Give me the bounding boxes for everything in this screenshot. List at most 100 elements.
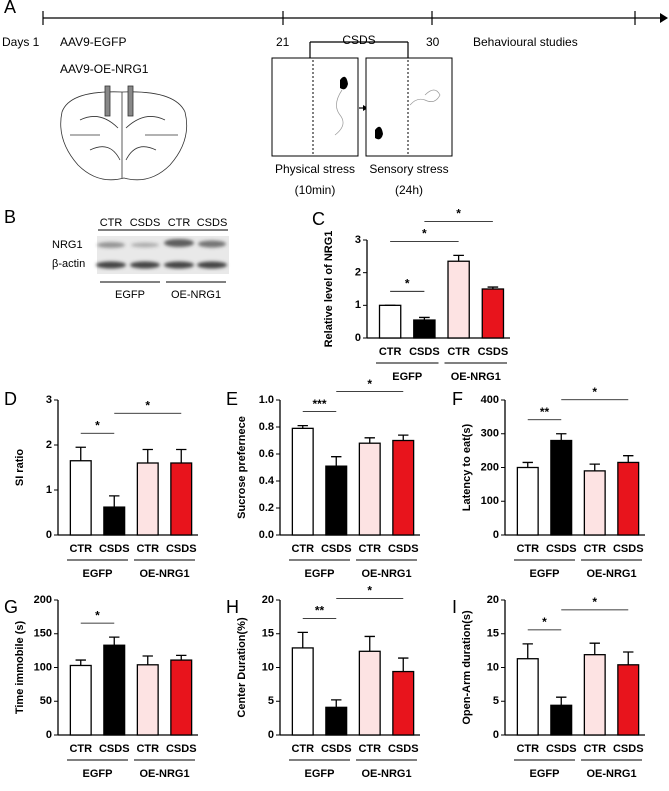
stress-name: Sensory stress <box>369 162 448 176</box>
significance-label: * <box>145 398 150 412</box>
x-tick-label: CTR <box>516 543 539 555</box>
group-label: OE-NRG1 <box>361 568 411 580</box>
timeline-arrow <box>660 13 668 23</box>
bar <box>170 462 193 536</box>
bar <box>136 462 159 536</box>
y-tick-label: 15 <box>487 628 499 640</box>
y-tick-label: 150 <box>34 628 52 640</box>
significance-label: * <box>422 227 427 241</box>
y-tick-label: 0.2 <box>259 502 274 514</box>
y-tick-label: 10 <box>262 661 274 673</box>
bar <box>291 647 314 736</box>
y-axis-label: Relative level of NRG1 <box>323 231 335 348</box>
y-tick-label: 200 <box>481 461 499 473</box>
error-bar <box>453 254 464 262</box>
x-tick-label: CSDS <box>166 743 197 755</box>
group-label: EGFP <box>305 768 335 780</box>
group-label: EGFP <box>115 289 145 301</box>
bar <box>516 658 539 736</box>
bar <box>170 659 193 736</box>
x-tick-label: CSDS <box>321 543 352 555</box>
error-bar <box>176 448 187 463</box>
bar <box>583 470 606 536</box>
group-label: OE-NRG1 <box>139 768 189 780</box>
significance-label: * <box>95 418 100 432</box>
x-tick-label: CTR <box>136 543 159 555</box>
group-label: OE-NRG1 <box>361 768 411 780</box>
significance-label: * <box>592 595 597 609</box>
y-tick-label: 5 <box>268 695 274 707</box>
error-bar <box>487 286 499 289</box>
stress-duration: (24h) <box>395 183 423 197</box>
stress-duration: (10min) <box>295 183 336 197</box>
significance-label: *** <box>312 397 326 411</box>
bar <box>516 466 539 536</box>
y-tick-label: 0 <box>493 529 499 541</box>
x-tick-label: CTR <box>136 743 159 755</box>
y-tick-label: 20 <box>487 594 499 606</box>
error-bar <box>398 434 409 441</box>
x-tick-label: CSDS <box>166 543 197 555</box>
y-tick-label: 100 <box>34 661 52 673</box>
bar <box>103 644 126 736</box>
y-tick-label: 0 <box>46 729 52 741</box>
y-tick-label: 200 <box>34 594 52 606</box>
y-axis-label: Center Duration(%) <box>236 617 248 718</box>
error-bar <box>75 659 86 666</box>
group-label: EGFP <box>392 371 422 383</box>
significance-label: * <box>456 207 461 221</box>
panel-label: H <box>226 597 239 617</box>
lane-label: CSDS <box>130 217 161 229</box>
significance-label: ** <box>540 405 550 419</box>
x-tick-label: CTR <box>358 743 381 755</box>
x-tick-label: CTR <box>69 543 92 555</box>
x-tick-label: CSDS <box>99 543 130 555</box>
y-tick-label: 5 <box>493 695 499 707</box>
x-tick-label: CTR <box>379 346 402 358</box>
band-label: β-actin <box>52 258 85 270</box>
bar <box>358 650 381 736</box>
bar <box>325 465 348 536</box>
y-axis-label: Time immobile (s) <box>14 621 26 715</box>
x-tick-label: CSDS <box>478 346 509 358</box>
group-label: OE-NRG1 <box>586 768 636 780</box>
group-label: EGFP <box>83 568 113 580</box>
error-bar <box>176 654 187 661</box>
significance-label: * <box>95 608 100 622</box>
bar <box>136 664 159 736</box>
x-tick-label: CSDS <box>409 346 440 358</box>
stress-boxes <box>271 57 453 157</box>
bar <box>69 460 92 536</box>
significance-label: * <box>367 584 372 598</box>
bar <box>103 506 126 536</box>
group-label: OE-NRG1 <box>451 371 501 383</box>
error-bar <box>331 456 342 467</box>
error-bar <box>623 455 634 463</box>
error-bar <box>364 437 375 444</box>
bar <box>617 461 640 536</box>
group-label: OE-NRG1 <box>586 568 636 580</box>
y-tick-label: 0 <box>355 332 361 344</box>
y-tick-label: 100 <box>481 495 499 507</box>
error-bar <box>297 631 308 648</box>
bar <box>358 442 381 536</box>
bar <box>617 664 640 736</box>
x-tick-label: CTR <box>516 743 539 755</box>
timeline-label: 30 <box>426 35 440 49</box>
x-tick-label: CSDS <box>613 743 644 755</box>
band-label: NRG1 <box>52 239 83 251</box>
x-tick-label: CSDS <box>388 743 419 755</box>
y-tick-label: 10 <box>487 661 499 673</box>
error-bar <box>364 635 375 652</box>
error-bar <box>297 425 308 429</box>
error-bar <box>589 642 600 655</box>
error-bar <box>398 657 409 672</box>
bar <box>291 427 314 536</box>
timeline-label: Days 1 <box>2 35 40 49</box>
error-bar <box>623 651 634 665</box>
y-tick-label: 1 <box>355 299 361 311</box>
significance-label: * <box>405 277 410 291</box>
x-tick-label: CSDS <box>546 543 577 555</box>
error-bar <box>522 643 533 659</box>
group-label: EGFP <box>305 568 335 580</box>
